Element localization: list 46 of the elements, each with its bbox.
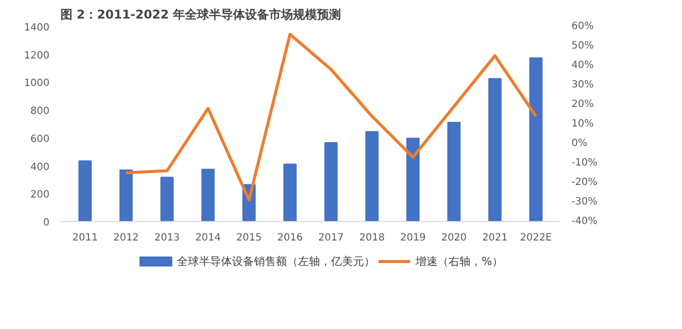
x-tick-label: 2022E (520, 232, 552, 244)
y2-tick-label: -20% (572, 177, 598, 188)
y2-tick-label: 30% (572, 80, 594, 90)
bar (324, 142, 338, 222)
y-tick-label: 200 (30, 190, 50, 201)
legend-label: 增速（右轴，%） (414, 255, 504, 268)
y-tick-label: 0 (43, 218, 50, 228)
y-tick-label: 400 (30, 162, 50, 173)
bar (283, 164, 297, 222)
x-tick-label: 2013 (154, 232, 180, 244)
bar (488, 78, 502, 222)
x-tick-label: 2014 (195, 232, 221, 244)
x-tick-label: 2017 (318, 232, 344, 244)
y-tick-label: 600 (30, 134, 50, 145)
x-tick-label: 2020 (441, 232, 467, 244)
x-tick-label: 2018 (359, 232, 385, 244)
y2-tick-label: 40% (572, 60, 594, 71)
y2-tick-label: -30% (572, 196, 598, 208)
x-tick-label: 2012 (113, 232, 139, 244)
y2-tick-label: 20% (572, 99, 594, 110)
x-tick-label: 2011 (72, 232, 98, 244)
bar (119, 169, 133, 222)
x-tick-label: 2015 (236, 232, 262, 244)
x-tick-label: 2019 (400, 232, 426, 244)
bar (365, 131, 379, 222)
bar (201, 168, 215, 222)
line-series (124, 32, 538, 202)
x-tick-label: 2016 (277, 232, 303, 244)
y-tick-label: 1000 (24, 78, 50, 90)
legend-label: 全球半导体设备销售额（左轴，亿美元） (177, 255, 376, 268)
y-tick-label: 800 (30, 106, 50, 118)
bar (529, 57, 543, 222)
bar (78, 160, 92, 222)
bar (406, 138, 420, 222)
y-tick-label: 1200 (24, 50, 50, 62)
x-tick-label: 2021 (482, 232, 508, 244)
y2-tick-label: 60% (572, 21, 594, 32)
y2-tick-label: 10% (572, 118, 594, 130)
y2-tick-label: -10% (572, 158, 598, 168)
bar (160, 176, 174, 222)
y2-tick-label: 50% (572, 40, 594, 52)
y2-tick-label: 0% (572, 138, 588, 149)
y-tick-label: 1400 (24, 22, 50, 34)
y2-tick-label: -40% (572, 216, 598, 227)
chart-title: 图 2：2011-2022 年全球半导体设备市场规模预测 (60, 8, 341, 22)
bar (447, 122, 461, 222)
